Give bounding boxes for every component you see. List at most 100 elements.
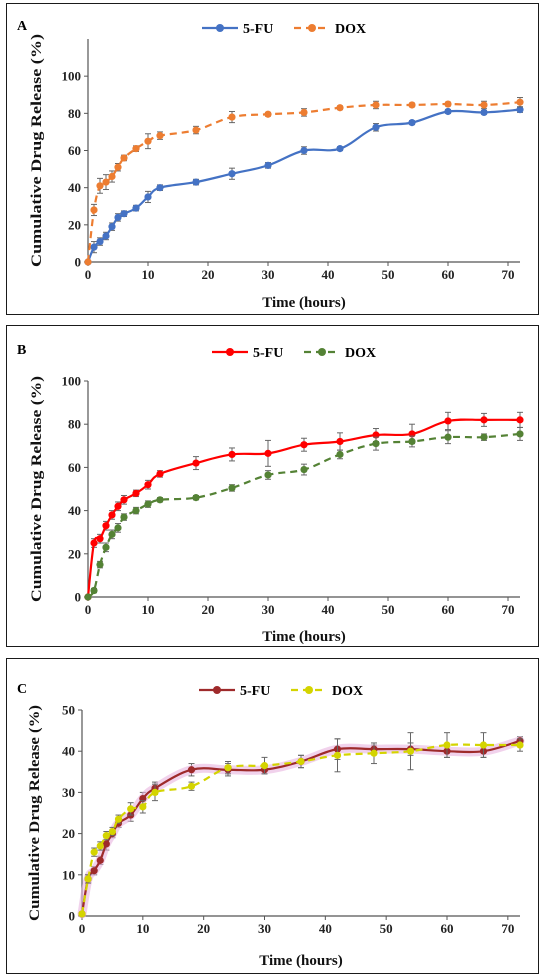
data-point	[264, 471, 272, 479]
x-axis-title: Time (hours)	[262, 629, 345, 645]
y-tick-label: 80	[68, 417, 81, 432]
data-point	[156, 132, 164, 140]
chart-a: A 0 20 40 60 80 100 0 10 20 30 40 50 60 70 Time (hours)…	[17, 19, 524, 311]
data-point	[516, 416, 524, 424]
y-tick-label: 10	[62, 867, 75, 882]
data-point	[260, 762, 269, 770]
data-point	[120, 496, 128, 504]
legend-item-5-fu: 5-FU	[199, 684, 270, 699]
x-tick-label: 20	[197, 921, 210, 936]
data-point	[187, 766, 196, 774]
x-tick-label: 60	[442, 267, 455, 282]
data-point	[90, 848, 98, 856]
data-point	[192, 178, 200, 186]
data-point	[516, 106, 524, 114]
legend-item-dox: DOX	[294, 22, 366, 37]
series-dox	[84, 97, 524, 266]
x-tick-label: 70	[502, 602, 515, 617]
data-point	[444, 433, 452, 441]
y-tick-label: 20	[68, 546, 81, 561]
data-point	[84, 258, 92, 266]
y-tick-label: 40	[68, 180, 81, 195]
data-point	[144, 137, 152, 145]
data-point	[90, 206, 98, 214]
data-point	[96, 561, 104, 569]
series-dox	[84, 426, 524, 601]
panel-label: A	[17, 19, 28, 34]
legend-swatch-marker	[213, 686, 221, 694]
legend-item-5-fu: 5-FU	[202, 22, 273, 37]
data-point	[108, 172, 116, 181]
y-tick-label: 20	[62, 826, 75, 841]
legend-item-5-fu: 5-FU	[212, 346, 283, 361]
data-point	[300, 108, 308, 117]
data-point	[372, 440, 380, 448]
data-point	[96, 182, 104, 190]
series-line	[87, 432, 521, 598]
data-point	[228, 170, 236, 178]
panel-label: B	[17, 343, 26, 358]
data-point	[444, 100, 452, 108]
legend-label: DOX	[345, 346, 376, 361]
data-point	[114, 815, 123, 823]
data-point	[102, 543, 110, 551]
data-point	[114, 163, 122, 171]
data-point	[480, 101, 488, 109]
y-tick-label: 30	[62, 785, 75, 800]
data-point	[480, 108, 488, 117]
data-point	[228, 484, 236, 492]
data-point	[96, 842, 104, 850]
series-line	[86, 101, 521, 263]
data-point	[127, 805, 135, 813]
x-tick-label: 30	[258, 921, 271, 936]
data-point	[132, 489, 140, 497]
data-point	[84, 875, 92, 883]
data-point	[300, 441, 308, 449]
data-point	[114, 524, 122, 532]
data-point	[264, 161, 272, 169]
x-tick-label: 10	[136, 921, 149, 936]
x-tick-label: 20	[202, 602, 215, 617]
data-point	[114, 502, 122, 510]
y-tick-label: 0	[75, 255, 82, 270]
data-point	[78, 910, 86, 918]
panel-label: C	[17, 682, 27, 697]
legend-label: 5-FU	[253, 346, 283, 361]
data-point	[102, 232, 110, 240]
data-point	[333, 751, 342, 759]
data-point	[300, 146, 308, 155]
panel-c: C 0 10 20 30 40 50 0 10 20 30 40 50 60 70 Time (hours) C…	[6, 658, 539, 974]
data-point	[406, 747, 415, 755]
data-point	[224, 764, 232, 772]
data-point	[144, 193, 152, 201]
x-tick-label: 60	[442, 602, 455, 617]
data-point	[444, 107, 452, 116]
data-point	[408, 437, 416, 446]
data-point	[108, 223, 116, 231]
y-tick-label: 0	[69, 909, 76, 924]
data-point	[297, 757, 305, 766]
panel-b: B 0 20 40 60 80 100 0 10 20 30 40 50 60 70 Time (hours)…	[6, 325, 539, 647]
data-point	[480, 433, 488, 441]
data-point	[96, 856, 104, 864]
x-tick-label: 0	[85, 602, 92, 617]
data-point	[132, 507, 140, 515]
legend-label: 5-FU	[240, 684, 270, 699]
y-tick-label: 60	[68, 460, 81, 475]
data-point	[192, 459, 200, 467]
data-point	[144, 481, 152, 489]
data-point	[408, 101, 416, 109]
data-point	[108, 511, 116, 519]
data-point	[90, 539, 98, 547]
data-point	[96, 535, 104, 543]
x-tick-label: 70	[501, 921, 514, 936]
data-point	[120, 154, 128, 162]
data-point	[479, 741, 488, 749]
data-point	[108, 827, 117, 836]
data-point	[336, 104, 344, 112]
y-tick-label: 100	[62, 69, 82, 84]
y-tick-label: 100	[62, 374, 82, 389]
data-point	[480, 416, 488, 424]
data-point	[96, 237, 104, 246]
data-point	[443, 741, 451, 749]
